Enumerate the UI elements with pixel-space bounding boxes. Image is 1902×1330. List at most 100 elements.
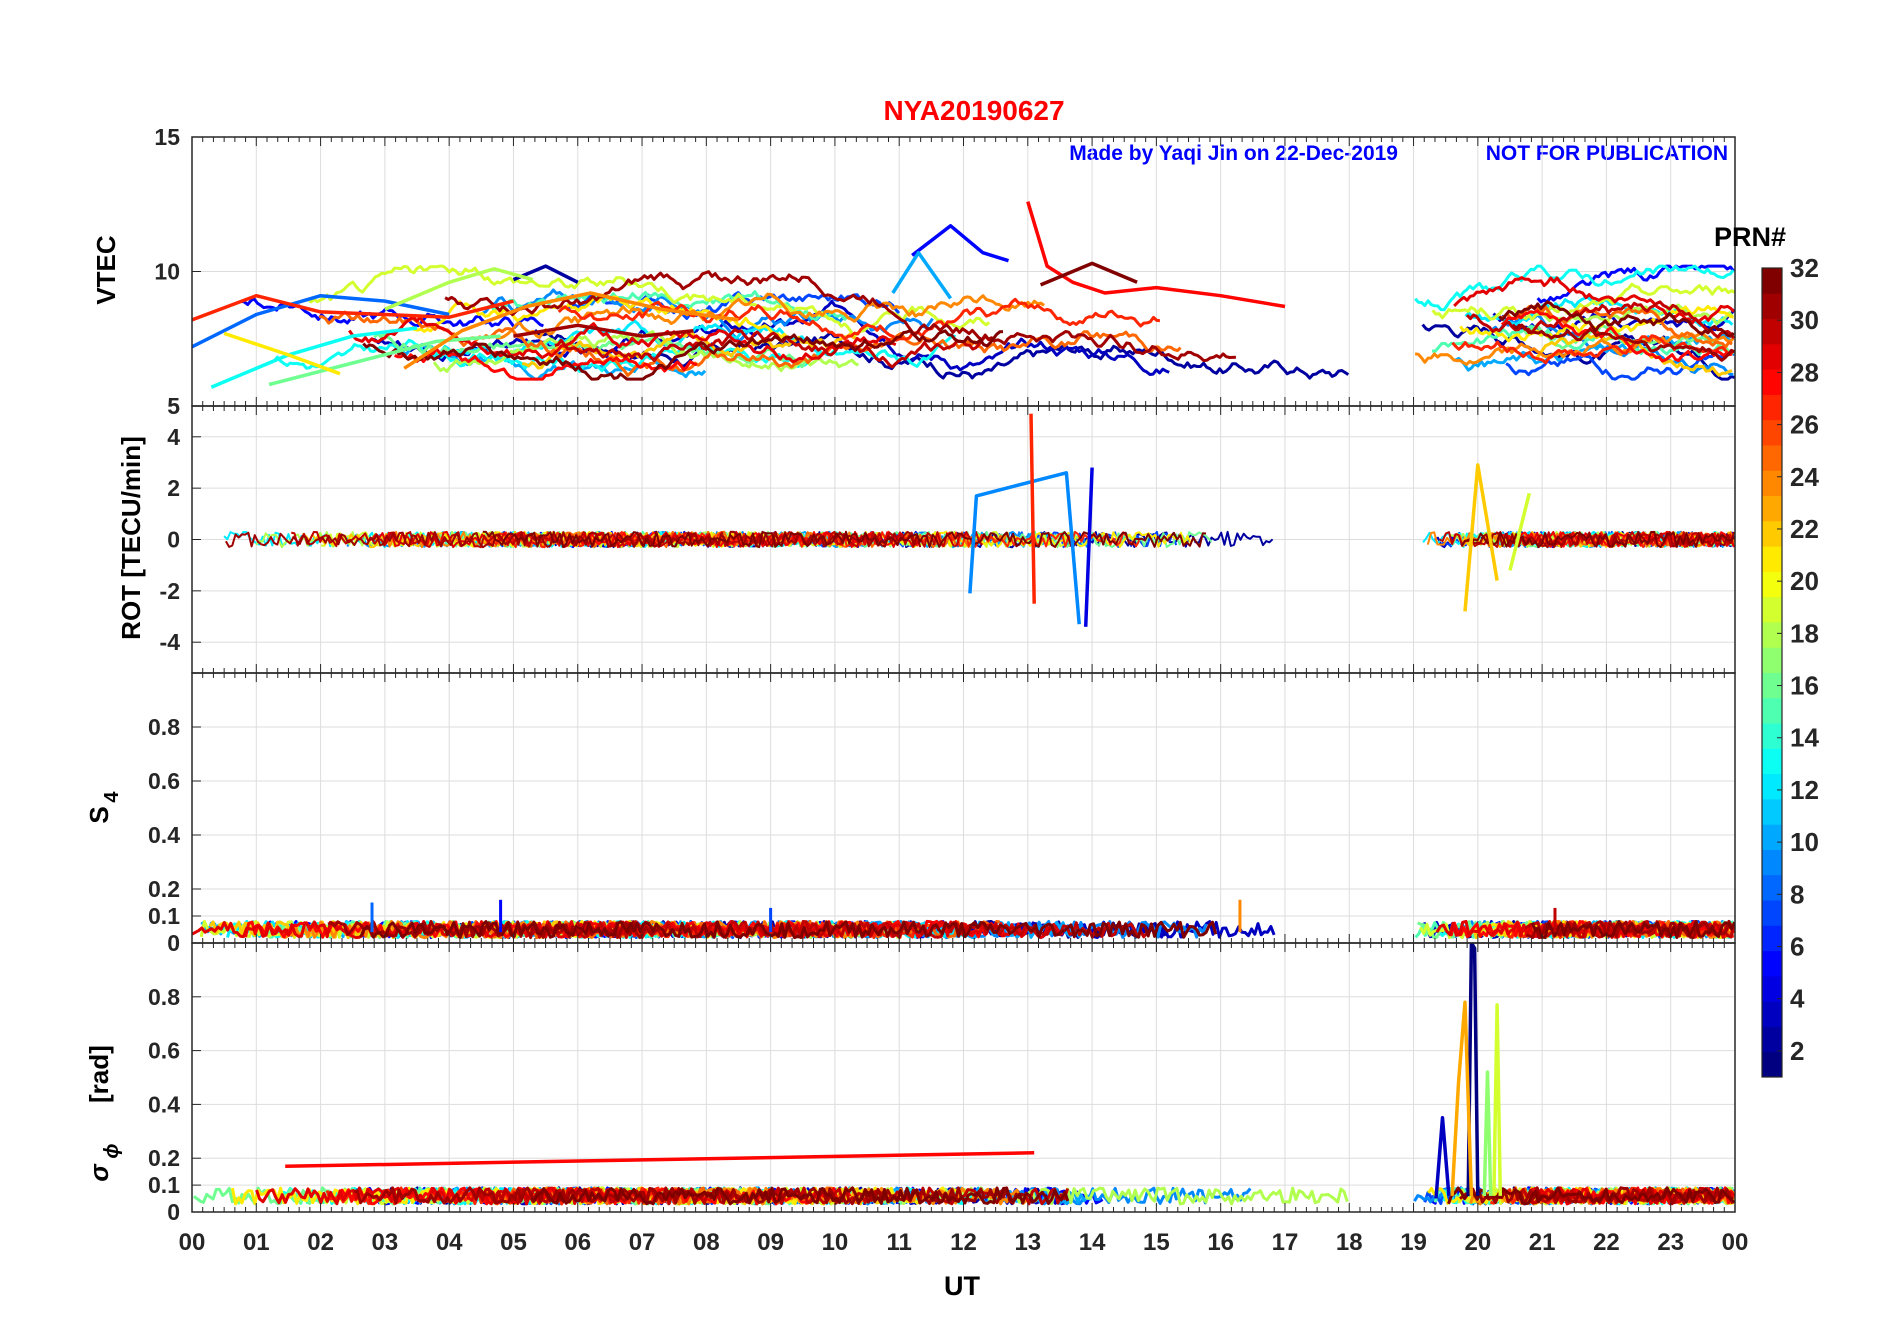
vtec-series-prn-2 [512, 264, 579, 284]
vtec-series-prn-28 [1026, 201, 1286, 309]
sigma-phi-ylabel-unit: [rad] [84, 1045, 114, 1103]
figure-title-date: 20190627 [940, 95, 1065, 126]
colorbar-level [1762, 419, 1782, 446]
x-tick-label: 19 [1400, 1229, 1427, 1256]
colorbar-level [1762, 1001, 1782, 1027]
sigma-phi-series-prn-3 [1434, 1116, 1451, 1199]
rot-series-prn-22 [1463, 463, 1499, 612]
colorbar-level [1762, 571, 1782, 598]
sigma-phi-series-prn-17 [1482, 1070, 1493, 1196]
rot-trace-prn-32 [1460, 530, 1735, 549]
colorbar-tick-label: 4 [1790, 984, 1805, 1014]
vtec-trace-prn-29 [348, 315, 897, 364]
vtec-trace-prn-27 [557, 297, 1161, 342]
vtec-ytick-label: 15 [154, 124, 180, 150]
sigma-phi-trace-prn-32 [1447, 1186, 1735, 1206]
colorbar-level [1762, 773, 1782, 800]
vtec-trace-prn-28 [1500, 309, 1735, 363]
rot-ytick-label: -2 [160, 578, 180, 604]
x-tick-label: 21 [1529, 1229, 1556, 1256]
colorbar-level [1762, 1026, 1782, 1053]
rot-series-prn-27 [1029, 413, 1036, 604]
x-tick-label: 00 [1722, 1229, 1749, 1256]
colorbar-level [1762, 1051, 1782, 1078]
sigma-phi-ylabel: σ ϕ [rad] [84, 1045, 123, 1181]
figure-title-station: NYA [883, 95, 940, 126]
sigma-phi-series-prn-28 [285, 1151, 1035, 1169]
s4-ytick-label: 0.8 [148, 714, 180, 740]
vtec-tick-marks [202, 137, 1725, 406]
sigma-phi-trace-prn-32 [529, 1186, 1070, 1206]
x-tick-label: 02 [307, 1229, 334, 1256]
sigma-phi-series [285, 943, 1503, 1199]
s4-trace-prn-32 [359, 920, 1218, 940]
colorbar-tick-label: 16 [1790, 671, 1819, 701]
s4-ytick-label: 0.2 [148, 876, 180, 902]
vtec-series-prn-21 [223, 331, 341, 376]
rot-series-prn-19 [1508, 492, 1531, 571]
vtec-trace-prn-29 [1453, 276, 1735, 325]
colorbar-level [1762, 621, 1782, 648]
x-tick-label: 04 [436, 1229, 463, 1256]
credit-text: Made by Yaqi Jin on 22-Dec-2019 [1069, 142, 1398, 165]
vtec-trace-prn-13 [272, 334, 956, 373]
s4-ylabel-sub: 4 [101, 791, 123, 803]
sigma-phi-trace-prn-30 [1519, 1186, 1734, 1205]
colorbar-level [1762, 925, 1782, 952]
x-tick-label: 05 [500, 1229, 527, 1256]
vtec-panel: 5 10 15 [154, 124, 1736, 419]
x-tick-label: 20 [1464, 1229, 1491, 1256]
x-tick-label: 09 [757, 1229, 784, 1256]
vtec-trace-prn-5 [240, 297, 544, 330]
x-tick-label: 00 [179, 1229, 206, 1256]
s4-ylabel-main: S [84, 806, 114, 823]
vtec-series-prn-13 [210, 326, 418, 389]
colorbar-level [1762, 369, 1782, 395]
colorbar-tick-label: 26 [1790, 410, 1819, 440]
rot-trace-prn-32 [482, 530, 1207, 549]
rot-series-prn-4 [1083, 467, 1094, 627]
colorbar-level [1762, 343, 1782, 370]
colorbar-level [1762, 824, 1782, 850]
rot-ytick-label: 4 [167, 424, 180, 450]
colorbar-level [1762, 293, 1782, 320]
rot-ytick-label: 0 [167, 527, 180, 553]
x-tick-label: 12 [950, 1229, 977, 1256]
colorbar-level [1762, 697, 1782, 724]
colorbar-title: PRN# [1714, 222, 1786, 252]
rot-ytick-label: 2 [167, 475, 180, 501]
vtec-series [192, 201, 1286, 389]
rot-series-prn-9 [968, 471, 1081, 625]
colorbar-level [1762, 394, 1782, 421]
x-axis-label: UT [944, 1271, 980, 1301]
s4-ytick-label: 0 [167, 930, 180, 956]
colorbar-tick-label: 8 [1790, 879, 1804, 909]
vtec-trace-prn-32 [1498, 300, 1735, 338]
colorbar-tick-label: 32 [1790, 253, 1819, 283]
vtec-trace-prn-30 [554, 328, 997, 369]
colorbar-level [1762, 268, 1782, 294]
colorbar-level [1762, 748, 1782, 775]
colorbar-tick-label: 10 [1790, 827, 1819, 857]
sigma-phi-ytick-label: 0.4 [148, 1091, 180, 1117]
s4-trace-prn-32 [1530, 919, 1735, 939]
rot-ytick-label: -4 [160, 629, 181, 655]
sigma-phi-tick-marks [202, 943, 1725, 1212]
x-tick-label: 22 [1593, 1229, 1620, 1256]
x-tick-label: 17 [1272, 1229, 1299, 1256]
x-tick-label: 01 [243, 1229, 270, 1256]
colorbar-tick-label: 30 [1790, 305, 1819, 335]
vtec-traces [240, 264, 1735, 381]
sigma-phi-traces [192, 1186, 1735, 1206]
colorbar-level [1762, 520, 1782, 547]
colorbar-level [1762, 495, 1782, 522]
vtec-trace-prn-30 [1466, 300, 1735, 340]
colorbar-tick-label: 18 [1790, 618, 1819, 648]
x-tick-label: 08 [693, 1229, 720, 1256]
rot-ylabel: ROT [TECU/min] [116, 436, 146, 640]
sigma-phi-series-prn-1 [1466, 943, 1480, 1196]
colorbar-tick-label: 24 [1790, 462, 1819, 492]
colorbar-level [1762, 444, 1782, 471]
